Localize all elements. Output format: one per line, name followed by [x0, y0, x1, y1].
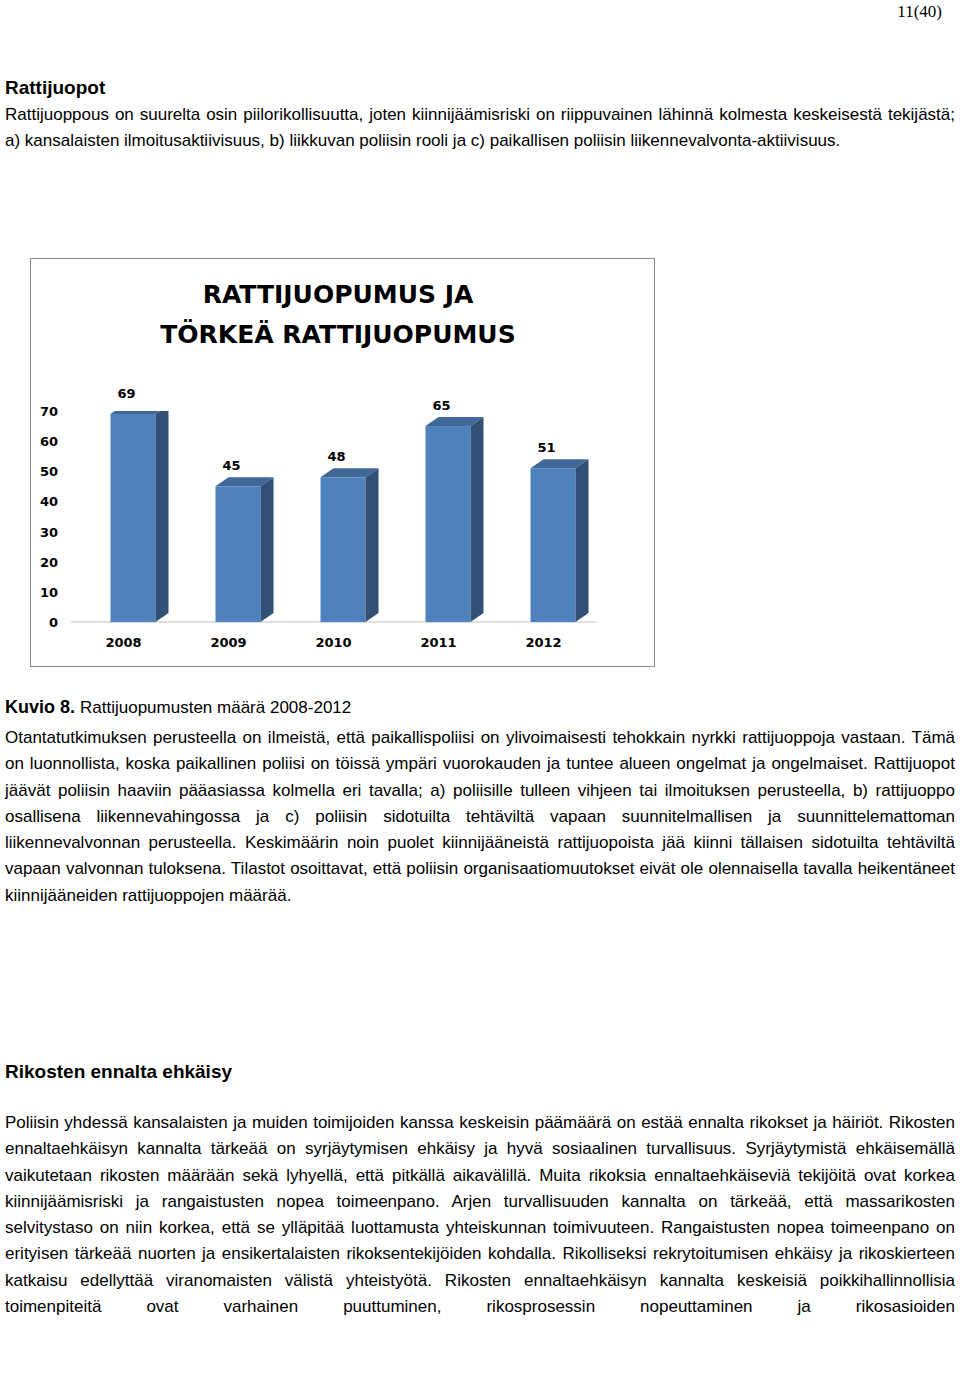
y-tick-label: 30 [40, 525, 58, 540]
chart-frame: RATTIJUOPUMUS JA TÖRKEÄ RATTIJUOPUMUS 0 10… [30, 258, 655, 667]
chart-title: RATTIJUOPUMUS JA TÖRKEÄ RATTIJUOPUMUS [143, 275, 533, 355]
x-tick-label: 2011 [420, 635, 456, 650]
x-tick-label: 2012 [525, 635, 561, 650]
figure-caption: Kuvio 8. Rattijuopumusten määrä 2008-2012 [5, 694, 955, 721]
bar-side [261, 477, 274, 622]
paragraph: Rattijuoppous on suurelta osin piiloriko… [5, 102, 955, 155]
bar [531, 459, 589, 622]
y-tick-label: 60 [40, 434, 58, 449]
bar-top [531, 459, 589, 468]
caption-label: Kuvio 8. [5, 697, 75, 717]
x-tick-label: 2008 [105, 635, 141, 650]
x-tick-label: 2010 [315, 635, 351, 650]
bars [111, 411, 589, 622]
bar-front [111, 414, 156, 622]
bar [426, 417, 484, 622]
bar-front [321, 477, 366, 622]
bar-top [321, 468, 379, 477]
y-tick [67, 411, 71, 412]
bar-front [426, 426, 471, 622]
bar-top [111, 411, 169, 414]
y-tick [67, 471, 71, 472]
section-heading: Rattijuopot [5, 77, 105, 99]
bar-front [531, 468, 576, 622]
data-label: 48 [327, 449, 345, 464]
paragraph: Poliisin yhdessä kansalaisten ja muiden … [5, 1110, 955, 1320]
bar-front [216, 486, 261, 622]
y-tick-label: 20 [40, 555, 58, 570]
y-tick-label: 10 [40, 585, 58, 600]
y-tick-label: 70 [40, 404, 58, 419]
y-tick [67, 591, 71, 592]
bar-side [576, 459, 589, 622]
y-tick [67, 561, 71, 562]
data-label: 45 [222, 458, 240, 473]
paragraph: Otantatutkimuksen perusteella on ilmeist… [5, 725, 955, 909]
chart-svg: 0 10 20 30 40 50 60 70 69 45 48 65 51 2008 2009 2010 201… [31, 259, 654, 666]
y-tick [67, 531, 71, 532]
bar [216, 477, 274, 622]
page-number: 11(40) [897, 2, 942, 22]
y-tick [67, 441, 71, 442]
caption-text: Rattijuopumusten määrä 2008-2012 [80, 698, 351, 717]
section-heading: Rikosten ennalta ehkäisy [5, 1061, 232, 1083]
y-tick [67, 622, 71, 623]
y-tick-label: 0 [49, 615, 58, 630]
y-tick-label: 40 [40, 494, 58, 509]
bar [321, 468, 379, 622]
bar-top [426, 417, 484, 426]
bar-side [471, 417, 484, 622]
x-tick-label: 2009 [210, 635, 246, 650]
bar-top [216, 477, 274, 486]
bar-side [156, 411, 169, 622]
bar [111, 411, 169, 622]
data-label: 65 [432, 398, 450, 413]
y-tick [67, 501, 71, 502]
y-tick-label: 50 [40, 464, 58, 479]
data-label: 69 [117, 386, 135, 401]
bar-side [366, 468, 379, 622]
data-label: 51 [537, 440, 555, 455]
